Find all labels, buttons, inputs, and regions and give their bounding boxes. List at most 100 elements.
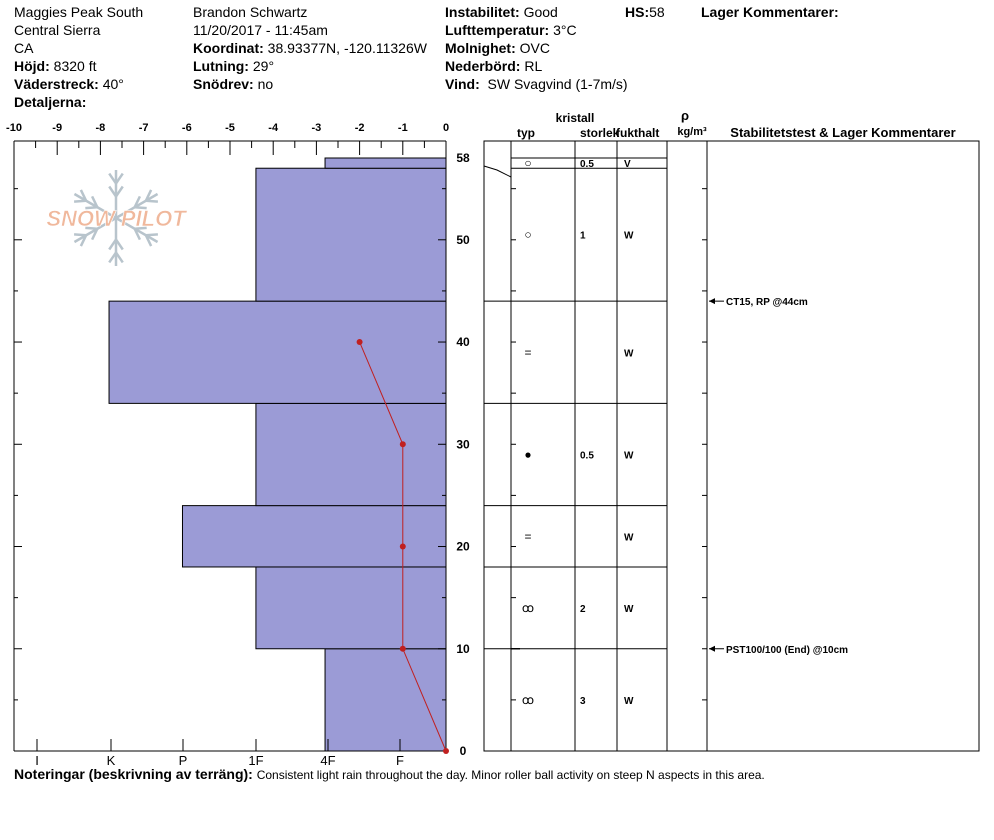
layer-rows: ○ 0.5 V ○ 1 W = W ● 0.5 W = Wꝏ 2 Wꝏ 3 W xyxy=(483,156,707,707)
temp-tick-label: -2 xyxy=(355,122,365,134)
hardness-tick-label: I xyxy=(35,753,39,768)
temp-tick-label: -6 xyxy=(182,122,192,134)
snowflake-branch xyxy=(145,233,158,237)
temp-tick-label: -9 xyxy=(52,122,62,134)
snowflake-arm xyxy=(115,216,159,244)
row-moisture: W xyxy=(624,696,634,707)
observer-name: Brandon Schwartz xyxy=(193,4,308,20)
stability-arrowhead xyxy=(709,298,715,305)
snowflake-branch xyxy=(133,228,142,241)
hardness-layer-bar xyxy=(255,402,447,507)
state: CA xyxy=(14,40,34,56)
temp-tick-label: -3 xyxy=(312,122,322,134)
hardness-layer-bar xyxy=(181,505,447,568)
logo-text: SNOW PILOT xyxy=(46,206,187,231)
snowflake-branch xyxy=(79,234,88,247)
row-crystal-size: 3 xyxy=(580,696,586,707)
snowflake-branch xyxy=(144,234,153,247)
drift-row: Snödrev: no xyxy=(193,75,427,93)
hardness-layer-bar xyxy=(255,566,447,650)
hardness-tick-label: P xyxy=(179,753,188,768)
hardness-bars xyxy=(108,157,447,752)
terrain-notes: Noteringar (beskrivning av terräng): Con… xyxy=(14,766,765,782)
aspect-row: Väderstreck: 40° xyxy=(14,75,143,93)
slope-row: Lutning: 29° xyxy=(193,57,427,75)
row-crystal-type: ○ xyxy=(524,228,531,242)
notes-label: Noteringar (beskrivning av terräng): xyxy=(14,766,253,782)
slope-label: Lutning: xyxy=(193,58,249,74)
height-axis: 0 10 20 30 40 50 58 xyxy=(14,141,470,758)
hs-value: 58 xyxy=(649,4,665,20)
stability-label: Instabilitet: xyxy=(445,4,520,20)
snowflake-branch xyxy=(108,185,118,198)
snowflake-branch xyxy=(74,233,87,237)
height-tick-label: 20 xyxy=(456,540,470,554)
snowflake-branch xyxy=(134,205,147,210)
hardness-axis: I K P 1F 4F F xyxy=(13,141,446,768)
temp-tick-label: -1 xyxy=(398,122,408,134)
stability-test-annotations: CT15, RP @44cm PST100/100 (End) @10cm xyxy=(709,297,848,656)
height-tick-label: 10 xyxy=(456,642,470,656)
header-col-location: Maggies Peak South Central Sierra CA Höj… xyxy=(14,3,143,111)
snowflake-branch xyxy=(90,228,99,241)
hardness-tick-label: F xyxy=(396,753,404,768)
observation-datetime: 11/20/2017 - 11:45am xyxy=(193,22,328,38)
sky-label: Molnighet: xyxy=(445,40,516,56)
snowflake-branch xyxy=(114,238,124,251)
height-tick-label: 30 xyxy=(456,437,470,451)
head-size: storlek xyxy=(580,126,620,140)
temp-tick-label: -10 xyxy=(6,122,22,134)
slope-value: 29° xyxy=(252,58,275,74)
temperature-point xyxy=(356,339,363,346)
stability-test-label: PST100/100 (End) @10cm xyxy=(726,645,848,656)
airtemp-row: Lufttemperatur: 3°C xyxy=(445,21,628,39)
elevation-value: 8320 ft xyxy=(53,58,97,74)
row-moisture: W xyxy=(624,348,634,359)
precip-value: RL xyxy=(524,58,543,74)
snowflake-branch xyxy=(133,195,142,208)
row-crystal-size: 0.5 xyxy=(580,451,594,462)
drift-label: Snödrev: xyxy=(193,76,254,92)
hardness-layer-bar xyxy=(108,300,447,404)
row-crystal-type: = xyxy=(524,529,531,543)
row-crystal-type: ꝏ xyxy=(522,601,534,615)
row-crystal-size: 1 xyxy=(580,231,586,242)
snowflake-arm xyxy=(73,192,117,220)
temp-tick-label: -5 xyxy=(225,122,235,134)
row-crystal-type: ○ xyxy=(524,156,531,170)
layer-comments-label: Lager Kommentarer: xyxy=(701,4,839,20)
snowflake-branch xyxy=(85,205,98,210)
details-label: Detaljerna: xyxy=(14,94,87,110)
airtemp-value: 3°C xyxy=(553,22,577,38)
aspect-value: 40° xyxy=(102,76,124,92)
snowflake-branch xyxy=(108,172,118,185)
airtemp-label: Lufttemperatur: xyxy=(445,22,550,38)
snowpilot-logo: SNOW PILOT xyxy=(46,170,188,266)
hs-label: HS: xyxy=(625,4,650,20)
row-crystal-size: 0.5 xyxy=(580,159,594,170)
row-moisture: W xyxy=(624,231,634,242)
hardness-layer-bar xyxy=(324,648,447,752)
head-crystal: kristall xyxy=(556,111,595,125)
height-tick-label: 58 xyxy=(456,151,470,165)
stability-value: Good xyxy=(523,4,558,20)
snowflake-branch xyxy=(85,226,98,231)
row-moisture: W xyxy=(624,451,634,462)
wind-row: Vind: SW Svagvind (1-7m/s) xyxy=(445,75,628,93)
coord-label: Koordinat: xyxy=(193,40,264,56)
head-comments: Stabilitetstest & Lager Kommentarer xyxy=(730,125,955,140)
elevation-label: Höjd: xyxy=(14,58,50,74)
snowflake-branch xyxy=(108,251,118,264)
temp-tick-label: -8 xyxy=(96,122,106,134)
snowflake-branch xyxy=(74,199,87,203)
head-moisture: fukthalt xyxy=(616,126,659,140)
hardness-layer-bar xyxy=(324,157,447,169)
stability-test-label: CT15, RP @44cm xyxy=(726,297,808,308)
layer-comments-heading: Lager Kommentarer: xyxy=(701,3,839,21)
row-moisture: V xyxy=(624,159,631,170)
coord-value: 38.93377N, -120.11326W xyxy=(267,40,427,56)
drift-value: no xyxy=(257,76,274,92)
location-name: Maggies Peak South xyxy=(14,4,144,20)
sky-row: Molnighet: OVC xyxy=(445,39,628,57)
